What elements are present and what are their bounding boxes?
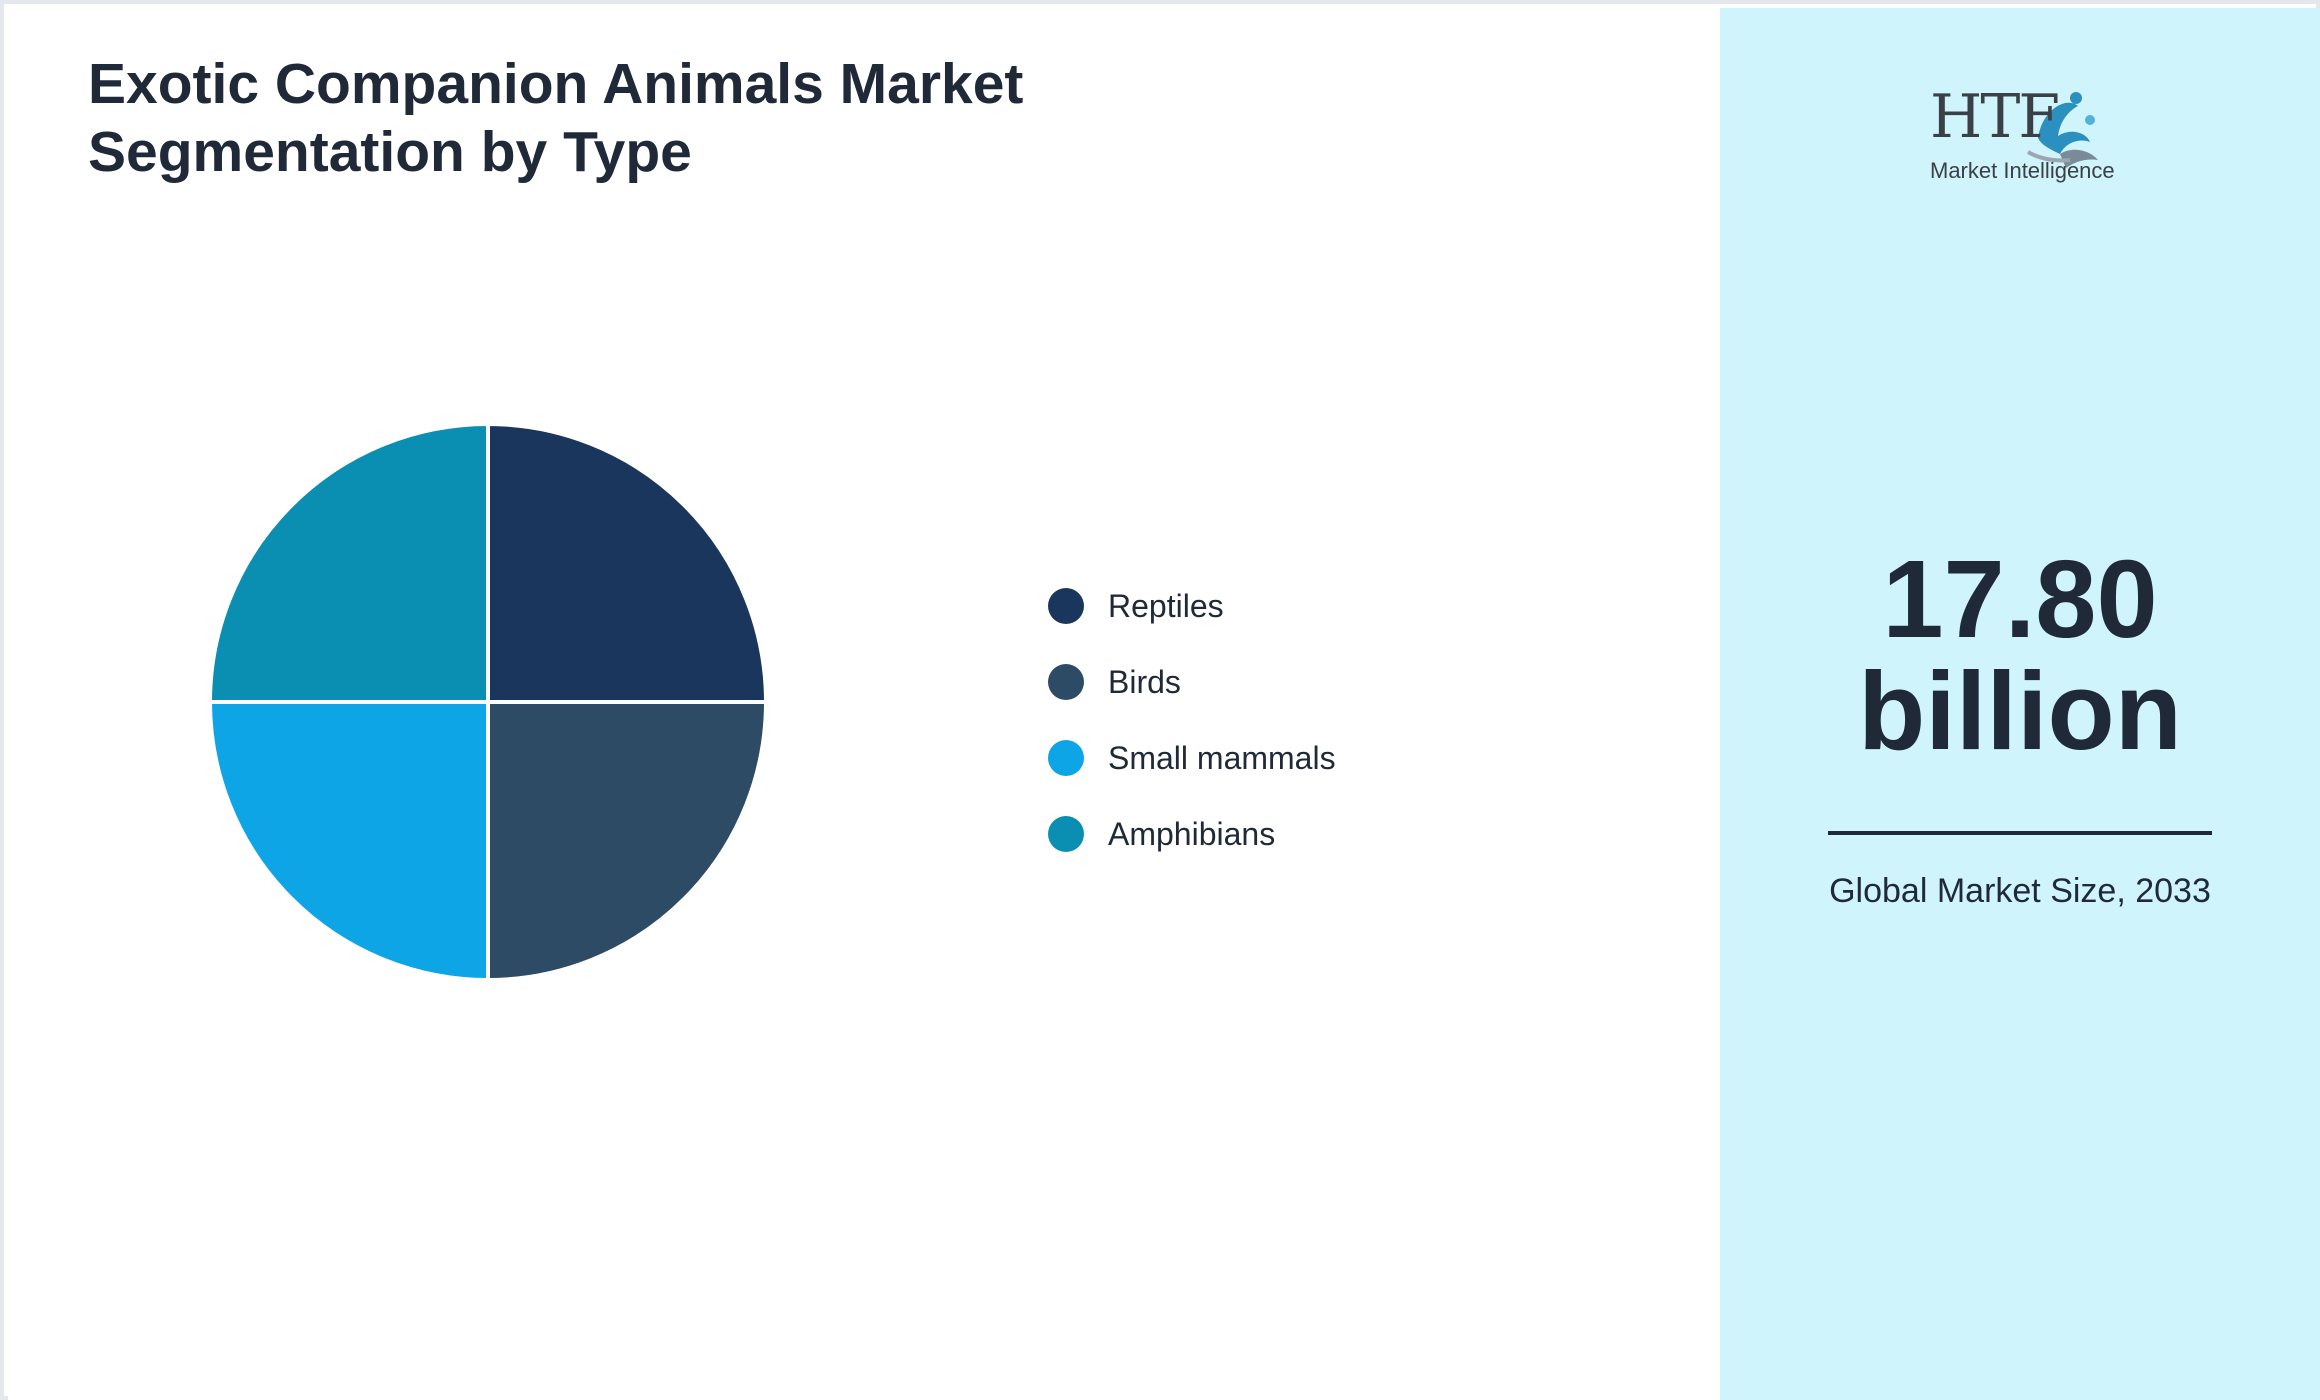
legend-swatch [1048, 588, 1084, 624]
pie-slice-small-mammals [208, 700, 490, 982]
pie-slices [208, 422, 768, 982]
chart-panel: Exotic Companion Animals Market Segmenta… [8, 8, 1720, 1400]
legend-swatch [1048, 664, 1084, 700]
legend-label: Small mammals [1108, 739, 1336, 776]
market-size-caption: Global Market Size, 2033 [1829, 872, 2211, 910]
legend-item: Birds [1048, 644, 1336, 720]
pie-slice-birds [486, 700, 768, 982]
legend-item: Small mammals [1048, 720, 1336, 796]
legend-label: Reptiles [1108, 587, 1224, 624]
divider-line [1828, 831, 2212, 835]
legend-swatch [1048, 816, 1084, 852]
chart-legend: Reptiles Birds Small mammals Amphibians [1048, 568, 1336, 872]
pie-slice-reptiles [486, 422, 768, 704]
legend-item: Amphibians [1048, 796, 1336, 872]
market-size-value: 17.80 billion [1858, 538, 2182, 773]
pie-chart [208, 422, 768, 982]
legend-swatch [1048, 740, 1084, 776]
logo-subtitle: Market Intelligence [1930, 158, 2115, 183]
pie-slice-amphibians [208, 422, 490, 704]
htf-logo: HTF Market Intelligence [1920, 76, 2120, 196]
legend-item: Reptiles [1048, 568, 1336, 644]
legend-label: Birds [1108, 663, 1181, 700]
logo-letters: HTF [1930, 82, 2060, 152]
logo-emblem-icon [2026, 92, 2098, 168]
chart-title: Exotic Companion Animals Market Segmenta… [88, 52, 1024, 184]
legend-label: Amphibians [1108, 815, 1276, 852]
side-panel [1720, 8, 2320, 1400]
